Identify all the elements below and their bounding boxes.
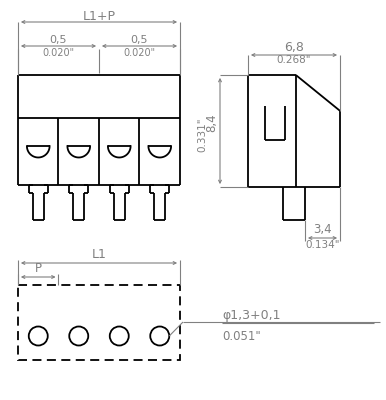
Text: 3,4: 3,4 [313,224,332,236]
Text: 0,5: 0,5 [131,35,148,45]
Text: 8,4: 8,4 [205,114,218,132]
Text: 0.134": 0.134" [305,240,340,250]
Text: 0.020": 0.020" [124,48,156,58]
Text: φ1,3+0,1: φ1,3+0,1 [222,310,281,322]
Text: L1: L1 [91,248,107,260]
Text: 6,8: 6,8 [284,40,304,54]
Text: 0.331": 0.331" [197,118,207,152]
Bar [18,285,180,360]
Text: 0.020": 0.020" [42,48,74,58]
Text: P: P [35,262,42,274]
Text: L1+P: L1+P [83,10,115,22]
Text: 0.268": 0.268" [277,55,311,65]
Text: 0,5: 0,5 [50,35,67,45]
Text: 0.051": 0.051" [222,330,261,342]
